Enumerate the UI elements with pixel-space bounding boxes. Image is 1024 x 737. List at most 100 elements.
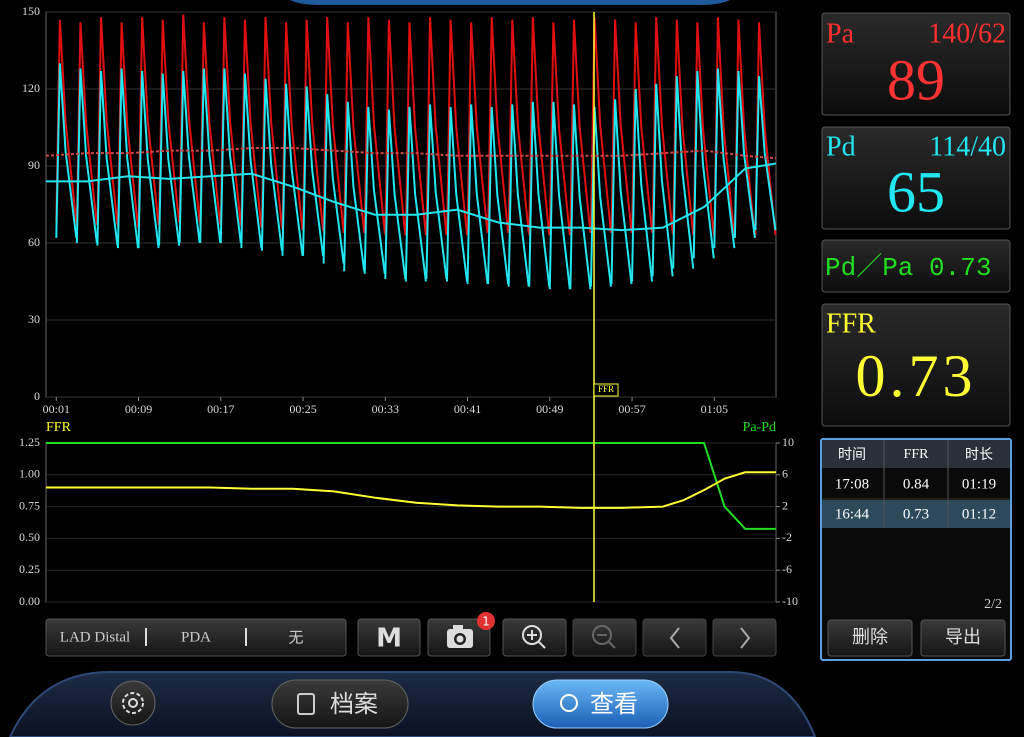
cell[interactable]: 17:08: [835, 476, 869, 492]
pa-box: [821, 12, 1011, 116]
x-tick-label: 00:41: [454, 402, 481, 416]
ffr-label: FFR: [826, 308, 876, 339]
x-tick-label: 00:33: [372, 402, 399, 416]
prev-icon: [669, 627, 680, 649]
beat: [322, 17, 345, 233]
header-cell: 时间: [838, 447, 866, 463]
beat: [487, 17, 510, 233]
y-tick-label: 0.25: [19, 562, 40, 576]
beat: [445, 106, 469, 282]
pd-mean: 65: [887, 159, 945, 224]
beat: [302, 86, 325, 256]
beat: [569, 104, 592, 290]
next-button[interactable]: [712, 618, 777, 657]
y2-tick-label: -10: [782, 594, 798, 608]
top-arc: [290, 0, 730, 5]
beat: [466, 22, 489, 233]
pd-box: [821, 126, 1011, 230]
y-tick-label: 60: [28, 235, 40, 249]
beat: [384, 109, 407, 280]
archive-icon: [297, 693, 315, 715]
delete-label[interactable]: 删除: [852, 627, 888, 648]
y-tick-label: 90: [28, 158, 40, 172]
x-tick-label: 00:25: [289, 402, 316, 416]
prev-button[interactable]: [642, 618, 707, 657]
beat: [384, 19, 407, 236]
mode-label[interactable]: M: [376, 624, 402, 654]
beat: [589, 106, 612, 287]
vessel-option[interactable]: 无: [288, 629, 303, 647]
beat: [528, 101, 551, 287]
beat: [343, 22, 366, 233]
export-label[interactable]: 导出: [945, 627, 981, 648]
y2-tick-label: 10: [782, 435, 794, 449]
page-indicator: 2/2: [984, 597, 1002, 612]
beat: [158, 73, 181, 246]
zoom-in-button[interactable]: [502, 618, 567, 657]
export-button[interactable]: [920, 619, 1006, 657]
view-label[interactable]: 查看: [590, 690, 638, 718]
y-tick-label: 1.00: [19, 467, 40, 481]
zoom-out-button[interactable]: [572, 618, 637, 657]
mode-button[interactable]: [357, 618, 421, 657]
x-tick-label: 00:01: [43, 402, 70, 416]
ratio-box: [821, 239, 1011, 293]
beat: [610, 19, 633, 233]
delete-button[interactable]: [827, 619, 913, 657]
y-tick-label: 1.25: [19, 435, 40, 449]
archive-label[interactable]: 档案: [330, 690, 378, 718]
beat: [240, 73, 263, 249]
y2-tick-label: 2: [782, 498, 788, 512]
pa-pd-line: [46, 442, 776, 530]
y-tick-label: 0.75: [19, 498, 40, 512]
beat: [75, 68, 98, 244]
beat: [507, 104, 530, 287]
pa-mean-line: [45, 147, 777, 160]
x-tick-label: 01:05: [701, 402, 728, 416]
beat: [548, 22, 571, 236]
pa-label: Pa: [826, 18, 855, 49]
y-tick-label: 0: [34, 389, 40, 403]
view-icon: [560, 694, 578, 712]
vessel-option[interactable]: LAD Distal: [60, 629, 130, 645]
view-button[interactable]: [532, 679, 669, 729]
beat: [528, 17, 551, 236]
beat: [692, 70, 715, 259]
y2-tick-label: -6: [782, 562, 792, 576]
selected-row[interactable]: [822, 500, 1010, 528]
beat: [425, 104, 448, 280]
beat: [425, 17, 448, 236]
beat: [281, 83, 304, 256]
ffr-line: [46, 471, 776, 509]
pd-mean-line: [46, 162, 777, 232]
archive-button[interactable]: [271, 679, 409, 729]
beat: [672, 76, 695, 269]
pa-mean: 89: [887, 47, 945, 112]
vessel-option[interactable]: PDA: [181, 629, 211, 645]
x-tick-label: 00:17: [207, 402, 234, 416]
beat: [96, 70, 119, 246]
cell[interactable]: 0.73: [903, 506, 929, 522]
beat: [404, 106, 427, 282]
cell[interactable]: 01:19: [962, 476, 996, 492]
ffr-box: [821, 303, 1011, 427]
header-cell: 时长: [965, 447, 993, 463]
y2-tick-label: -2: [782, 530, 792, 544]
beat: [445, 19, 469, 236]
x-tick-label: 00:09: [125, 402, 152, 416]
settings-button[interactable]: [110, 680, 156, 726]
x-tick-label: 00:57: [618, 402, 645, 416]
cell[interactable]: 16:44: [835, 506, 870, 522]
y-tick-label: 30: [28, 312, 40, 326]
cell[interactable]: 01:12: [962, 506, 996, 522]
vessel-selector[interactable]: [45, 618, 347, 657]
beat: [507, 19, 530, 233]
beat: [116, 68, 140, 249]
gear-icon: [122, 692, 144, 714]
beat: [322, 94, 345, 264]
beat: [651, 83, 674, 277]
ffr-plot: [45, 442, 777, 603]
beat: [178, 70, 201, 244]
cell[interactable]: 0.84: [903, 476, 930, 492]
next-icon: [740, 627, 751, 649]
